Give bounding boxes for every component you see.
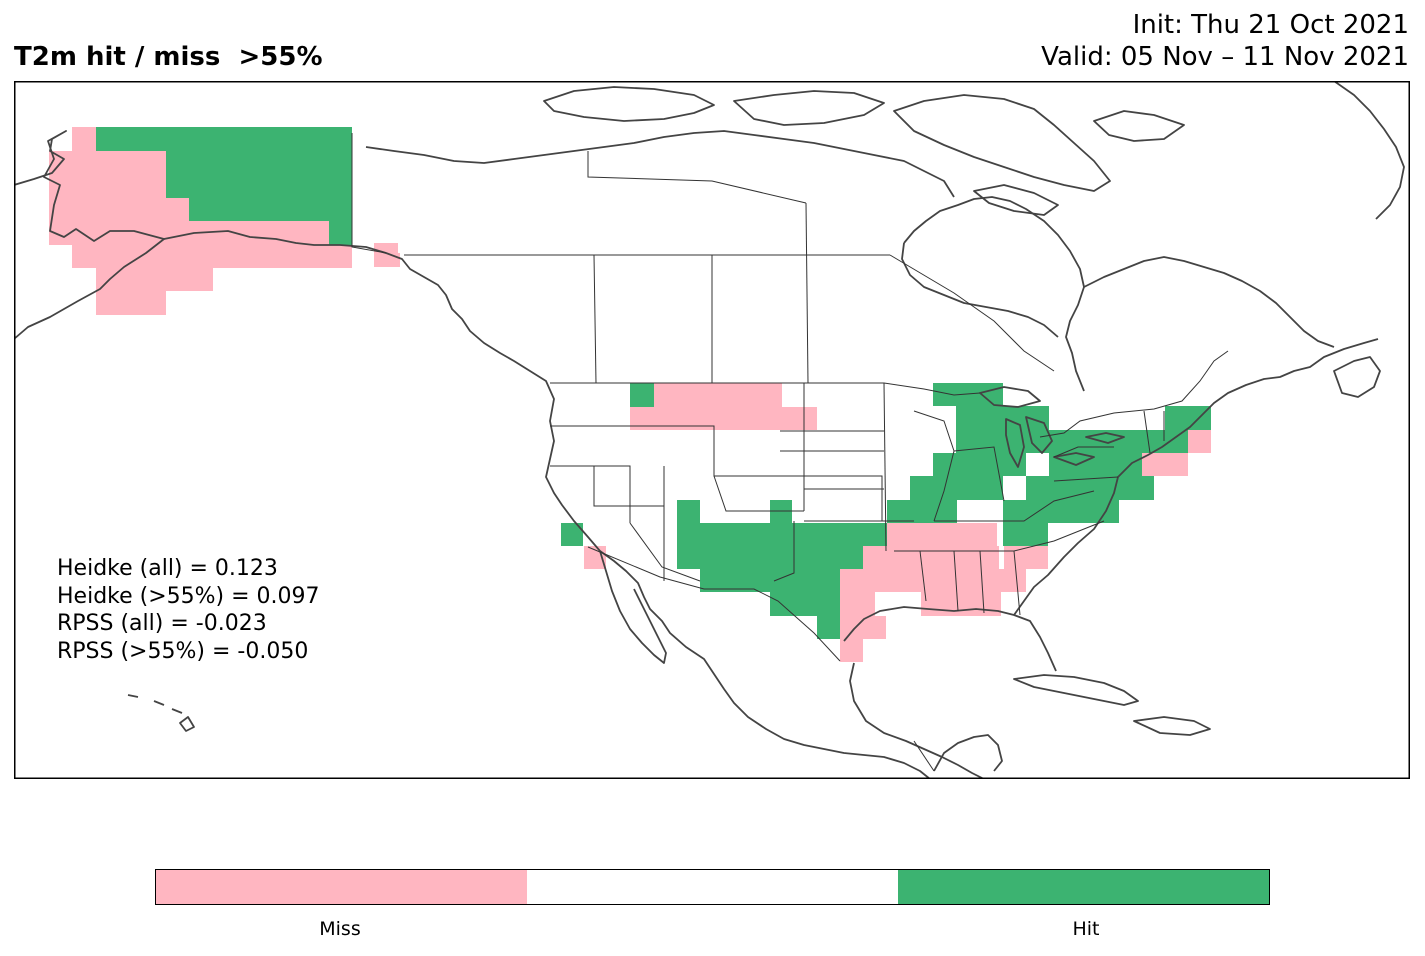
north-america-map (14, 81, 1410, 779)
coastlines (14, 81, 1405, 779)
rpss-55: RPSS (>55%) = -0.050 (57, 638, 309, 664)
colorbar-miss-label: Miss (319, 918, 361, 940)
colorbar-hit-label: Hit (1072, 918, 1100, 940)
heidke-55: Heidke (>55%) = 0.097 (57, 583, 320, 609)
colorbar-miss-segment (156, 870, 527, 904)
borders (351, 133, 1229, 772)
rpss-all: RPSS (all) = -0.023 (57, 611, 267, 636)
init-date: Init: Thu 21 Oct 2021 (1132, 10, 1409, 40)
colorbar-hit-segment (898, 870, 1269, 904)
map-frame (14, 81, 1410, 779)
colorbar (155, 869, 1270, 905)
valid-range: Valid: 05 Nov – 11 Nov 2021 (1041, 42, 1409, 72)
map-title: T2m hit / miss >55% (14, 42, 323, 72)
heidke-all: Heidke (all) = 0.123 (57, 556, 278, 581)
colorbar-neutral-segment (527, 870, 898, 904)
skill-scores: Heidke (all) = 0.123 Heidke (>55%) = 0.0… (57, 555, 320, 665)
